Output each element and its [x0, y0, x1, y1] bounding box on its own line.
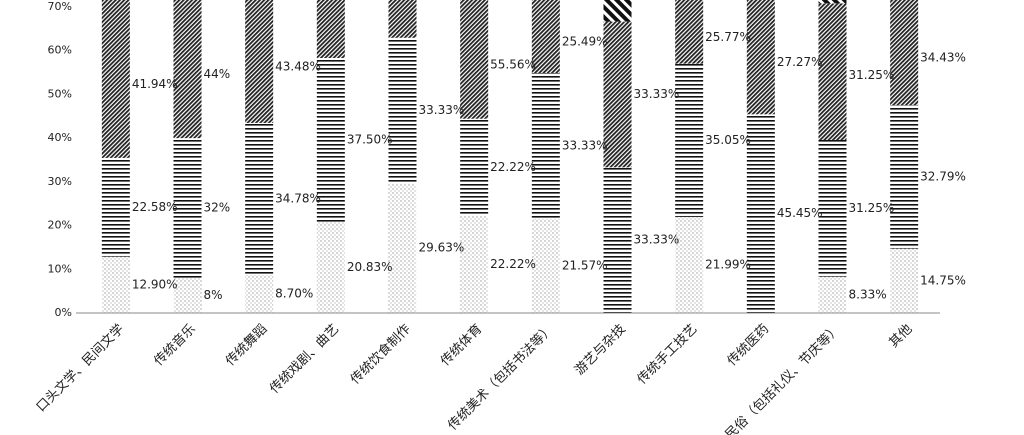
bar-segment: [388, 37, 417, 184]
y-tick-label: 0%: [55, 306, 72, 319]
y-tick-label: 70%: [48, 0, 72, 13]
bar-segment: [531, 0, 560, 74]
x-tick-label: 传统医药: [725, 322, 772, 369]
bar-segment: [603, 0, 632, 22]
data-label: 33.33%: [634, 87, 680, 101]
bar-segment: [675, 0, 704, 64]
data-label: 35.05%: [705, 133, 751, 147]
bar-segment: [173, 278, 202, 313]
x-tick-label: 传统饮食制作: [347, 321, 413, 387]
data-label: 25.49%: [562, 35, 608, 49]
data-label: 22.22%: [490, 257, 536, 271]
bar-segment: [460, 215, 489, 313]
bar-segment: [101, 0, 130, 158]
data-label: 14.75%: [920, 273, 966, 287]
bar-segment: [675, 216, 704, 313]
data-label: 12.90%: [132, 277, 178, 291]
y-tick-label: 30%: [48, 175, 72, 188]
bar-segment: [818, 276, 847, 313]
y-tick-label: 10%: [48, 262, 72, 275]
bar-segment: [890, 0, 919, 106]
plot: [101, 0, 919, 313]
bar-segment: [675, 63, 704, 217]
data-label: 31.25%: [849, 68, 895, 82]
bar-segment: [818, 139, 847, 277]
data-label: 22.58%: [132, 200, 178, 214]
x-tick-label: 传统体育: [437, 321, 485, 369]
bar-segment: [603, 167, 632, 313]
data-label: 25.77%: [705, 30, 751, 44]
bar-segment: [316, 221, 345, 313]
bar-segment: [531, 73, 560, 219]
data-label: 22.22%: [490, 160, 536, 174]
data-label: 55.56%: [490, 57, 536, 71]
bar-segment: [388, 183, 417, 313]
data-label: 27.27%: [777, 55, 823, 69]
bar-segment: [890, 105, 919, 249]
data-label: 20.83%: [347, 260, 393, 274]
bar-segment: [316, 0, 345, 59]
x-tick-label: 其他: [886, 322, 915, 351]
data-label: 21.57%: [562, 258, 608, 272]
x-tick-label: 游艺与杂技: [572, 322, 629, 379]
data-label: 43.48%: [275, 59, 321, 73]
data-label: 29.63%: [419, 241, 465, 255]
data-label: 33.33%: [562, 138, 608, 152]
data-label: 34.43%: [920, 51, 966, 65]
bar-segment: [101, 157, 130, 257]
data-label: 32.79%: [920, 169, 966, 183]
data-label: 41.94%: [132, 77, 178, 91]
bar-segment: [245, 0, 274, 123]
bar-segment: [316, 58, 345, 222]
data-label: 37.50%: [347, 132, 393, 146]
x-tick-label: 传统戏剧、曲艺: [267, 322, 342, 397]
x-tick-label: 口头文学、民间文学: [33, 321, 127, 415]
bar-segment: [818, 3, 847, 140]
bar-segment: [818, 0, 847, 4]
data-label: 32%: [204, 201, 231, 215]
y-tick-label: 40%: [48, 131, 72, 144]
bar-segment: [245, 122, 274, 275]
bar-segment: [173, 138, 202, 279]
y-tick-label: 60%: [48, 44, 72, 57]
data-label: 34.78%: [275, 191, 321, 205]
bar-segment: [388, 0, 417, 38]
x-tick-label: 民俗（包括礼仪、节庆等）: [722, 321, 844, 435]
bar-segment: [603, 21, 632, 168]
data-label: 31.25%: [849, 201, 895, 215]
y-tick-label: 50%: [48, 87, 72, 100]
bar-segment: [460, 118, 489, 216]
bar-segment: [245, 274, 274, 313]
x-tick-label: 传统舞蹈: [223, 322, 270, 369]
x-tick-label: 传统手工技艺: [635, 322, 701, 388]
bar-segment: [890, 248, 919, 313]
data-label: 8%: [204, 288, 223, 302]
data-label: 8.33%: [849, 287, 887, 301]
bar-segment: [746, 0, 775, 115]
bar-segment: [746, 114, 775, 313]
data-label: 44%: [204, 67, 231, 81]
bar-segment: [173, 0, 202, 139]
data-label: 45.45%: [777, 206, 823, 220]
bar-segment: [531, 218, 560, 313]
data-label: 21.99%: [705, 257, 751, 271]
bar-segment: [101, 256, 130, 313]
bar-segment: [460, 0, 489, 119]
data-label: 8.70%: [275, 286, 313, 300]
x-tick-label: 传统音乐: [151, 321, 199, 369]
y-tick-label: 20%: [48, 219, 72, 232]
data-label: 33.33%: [634, 233, 680, 247]
data-label: 33.33%: [419, 103, 465, 117]
